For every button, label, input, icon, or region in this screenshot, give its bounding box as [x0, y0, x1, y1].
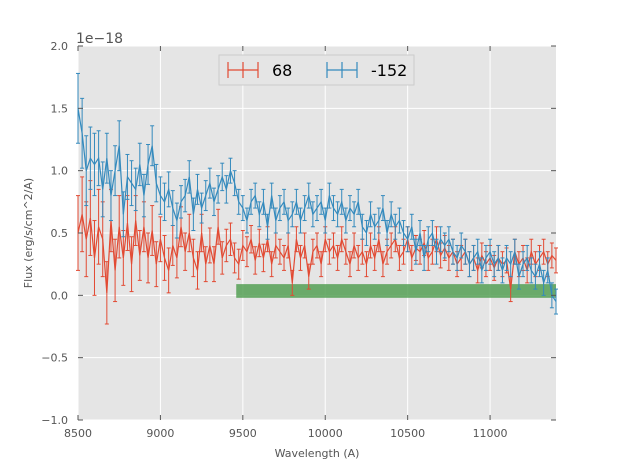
green-band — [236, 284, 556, 298]
y-tick-label: 1.5 — [51, 102, 69, 115]
y-tick-label: 0.5 — [51, 227, 69, 240]
x-tick-label: 11000 — [473, 427, 508, 440]
x-tick-label: 9500 — [229, 427, 257, 440]
y-tick-label: −1.0 — [41, 414, 68, 427]
y-tick-label: 0.0 — [51, 289, 69, 302]
y-axis-label: Flux (erg/s/cm^2/A) — [22, 178, 35, 288]
series-1 — [76, 72, 558, 315]
legend-entry-152: -152 — [326, 61, 407, 80]
x-tick-label: 9000 — [146, 427, 174, 440]
legend-label-152: -152 — [371, 61, 407, 80]
y-tick-label: 1.0 — [51, 165, 69, 178]
axis-ticks: 8500 9000 9500 10000 10500 11000 −1.0 −0.5 0.0 0.… — [41, 40, 556, 440]
series-line — [77, 108, 557, 302]
x-axis-label: Wavelength (A) — [275, 447, 360, 460]
wavelength-band — [236, 284, 556, 298]
legend-label-68: 68 — [272, 61, 292, 80]
legend-entry-68: 68 — [227, 61, 292, 80]
series-line — [77, 214, 557, 293]
y-offset-label: 1e−18 — [76, 31, 123, 47]
x-tick-label: 8500 — [64, 427, 92, 440]
legend-swatch-152 — [326, 62, 358, 78]
legend: 68 -152 — [218, 54, 415, 86]
y-tick-label: 2.0 — [51, 40, 69, 53]
y-tick-label: −0.5 — [41, 352, 68, 365]
data-series — [76, 72, 558, 325]
x-tick-label: 10500 — [390, 427, 425, 440]
legend-swatch-68 — [227, 62, 259, 78]
x-tick-label: 10000 — [308, 427, 343, 440]
